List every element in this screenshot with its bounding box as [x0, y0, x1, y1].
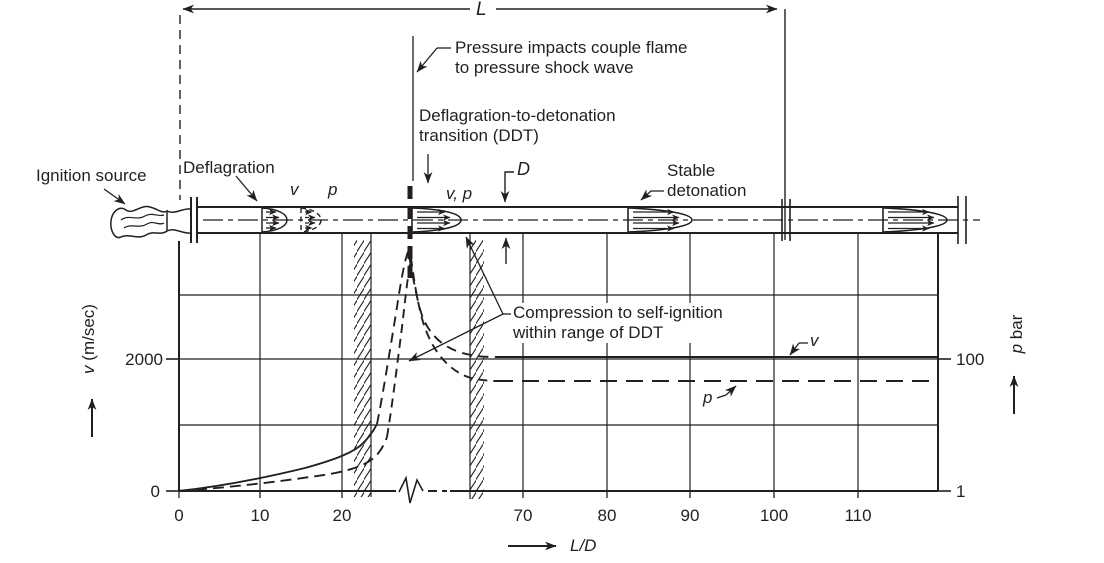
flame-icon — [110, 205, 192, 239]
diameter-symbol-label: D — [517, 159, 530, 179]
deflagration-label: Deflagration — [183, 158, 275, 177]
y-left-tick-0: 0 — [150, 482, 160, 501]
profile-p-label: p — [328, 180, 338, 199]
v-curve-pointer — [789, 342, 808, 356]
x-tick-label: 70 — [513, 506, 533, 525]
x-tick-label: 100 — [759, 506, 789, 525]
profile-v-label: v — [290, 180, 299, 199]
y-left-unit: (m/sec) — [79, 304, 98, 361]
ddt-note: Deflagration-to-detonation transition (D… — [419, 106, 616, 146]
profile-ddt-vp — [411, 207, 462, 233]
y-right-unit: bar — [1007, 314, 1026, 340]
profile-end — [882, 207, 948, 233]
ddt-range-band-left — [354, 233, 372, 497]
stable-note-line1: Stable — [667, 161, 716, 180]
diameter-dimension — [500, 171, 514, 264]
x-tick-label: 20 — [332, 506, 352, 525]
stable-note-arrow — [640, 189, 664, 201]
ddt-note-line1: Deflagration-to-detonation — [419, 106, 616, 125]
plot-axes — [178, 233, 939, 492]
v-curve-label: v — [810, 331, 819, 350]
pressure-note-line1: Pressure impacts couple flame — [455, 38, 688, 57]
ddt-note-line2: transition (DDT) — [419, 126, 539, 145]
profile-stable-detonation — [627, 207, 693, 233]
length-dimension — [179, 4, 786, 240]
pressure-note-line2: to pressure shock wave — [455, 58, 634, 77]
axis-arrows — [87, 375, 1019, 551]
p-curve-pointer — [716, 385, 737, 399]
y-left-axis-title: v (m/sec) — [79, 304, 99, 374]
profile-vp-label: v, p — [446, 184, 473, 203]
x-tick-label: 90 — [680, 506, 700, 525]
v-curve — [178, 249, 938, 492]
axis-ticks — [166, 358, 951, 498]
nozzle-top — [166, 208, 192, 213]
length-symbol-label: L — [476, 0, 487, 20]
axis-break-symbol — [398, 475, 424, 504]
p-curve — [178, 257, 938, 492]
x-axis-title: L/D — [570, 536, 597, 555]
y-right-symbol: p — [1007, 343, 1026, 354]
tube-break-marks — [781, 196, 967, 244]
profile-deflagration-v — [261, 207, 288, 233]
nozzle-bottom — [166, 229, 192, 234]
x-tick-label: 80 — [597, 506, 617, 525]
ignition-source-label: Ignition source — [36, 166, 147, 185]
p-curve-label: p — [703, 388, 713, 407]
stable-note: Stable detonation — [667, 161, 746, 201]
compression-note: Compression to self-ignition within rang… — [511, 303, 725, 343]
x-tick-label: 110 — [844, 506, 872, 525]
y-right-tick-100: 100 — [956, 350, 985, 369]
stable-note-line2: detonation — [667, 181, 747, 200]
compression-note-line1: Compression to self-ignition — [513, 303, 723, 322]
x-tick-label: 0 — [174, 506, 184, 525]
y-right-tick-1: 1 — [956, 482, 966, 501]
pressure-note-arrow — [412, 36, 451, 181]
y-left-symbol: v — [79, 365, 98, 374]
ignition-arrow — [103, 188, 126, 205]
profile-deflagration-p — [300, 207, 322, 233]
compression-note-arrows — [408, 236, 512, 362]
ddt-range-band-right — [469, 233, 484, 499]
pressure-note: Pressure impacts couple flame to pressur… — [455, 38, 687, 78]
tube — [190, 196, 980, 244]
x-tick-label: 10 — [250, 506, 270, 525]
annotation-arrows — [103, 36, 808, 399]
y-right-axis-title: p bar — [1007, 315, 1027, 354]
plot-grid — [179, 233, 938, 491]
compression-note-line2: within range of DDT — [513, 323, 664, 342]
y-left-tick-2000: 2000 — [125, 350, 163, 369]
deflagration-arrow — [235, 175, 258, 202]
